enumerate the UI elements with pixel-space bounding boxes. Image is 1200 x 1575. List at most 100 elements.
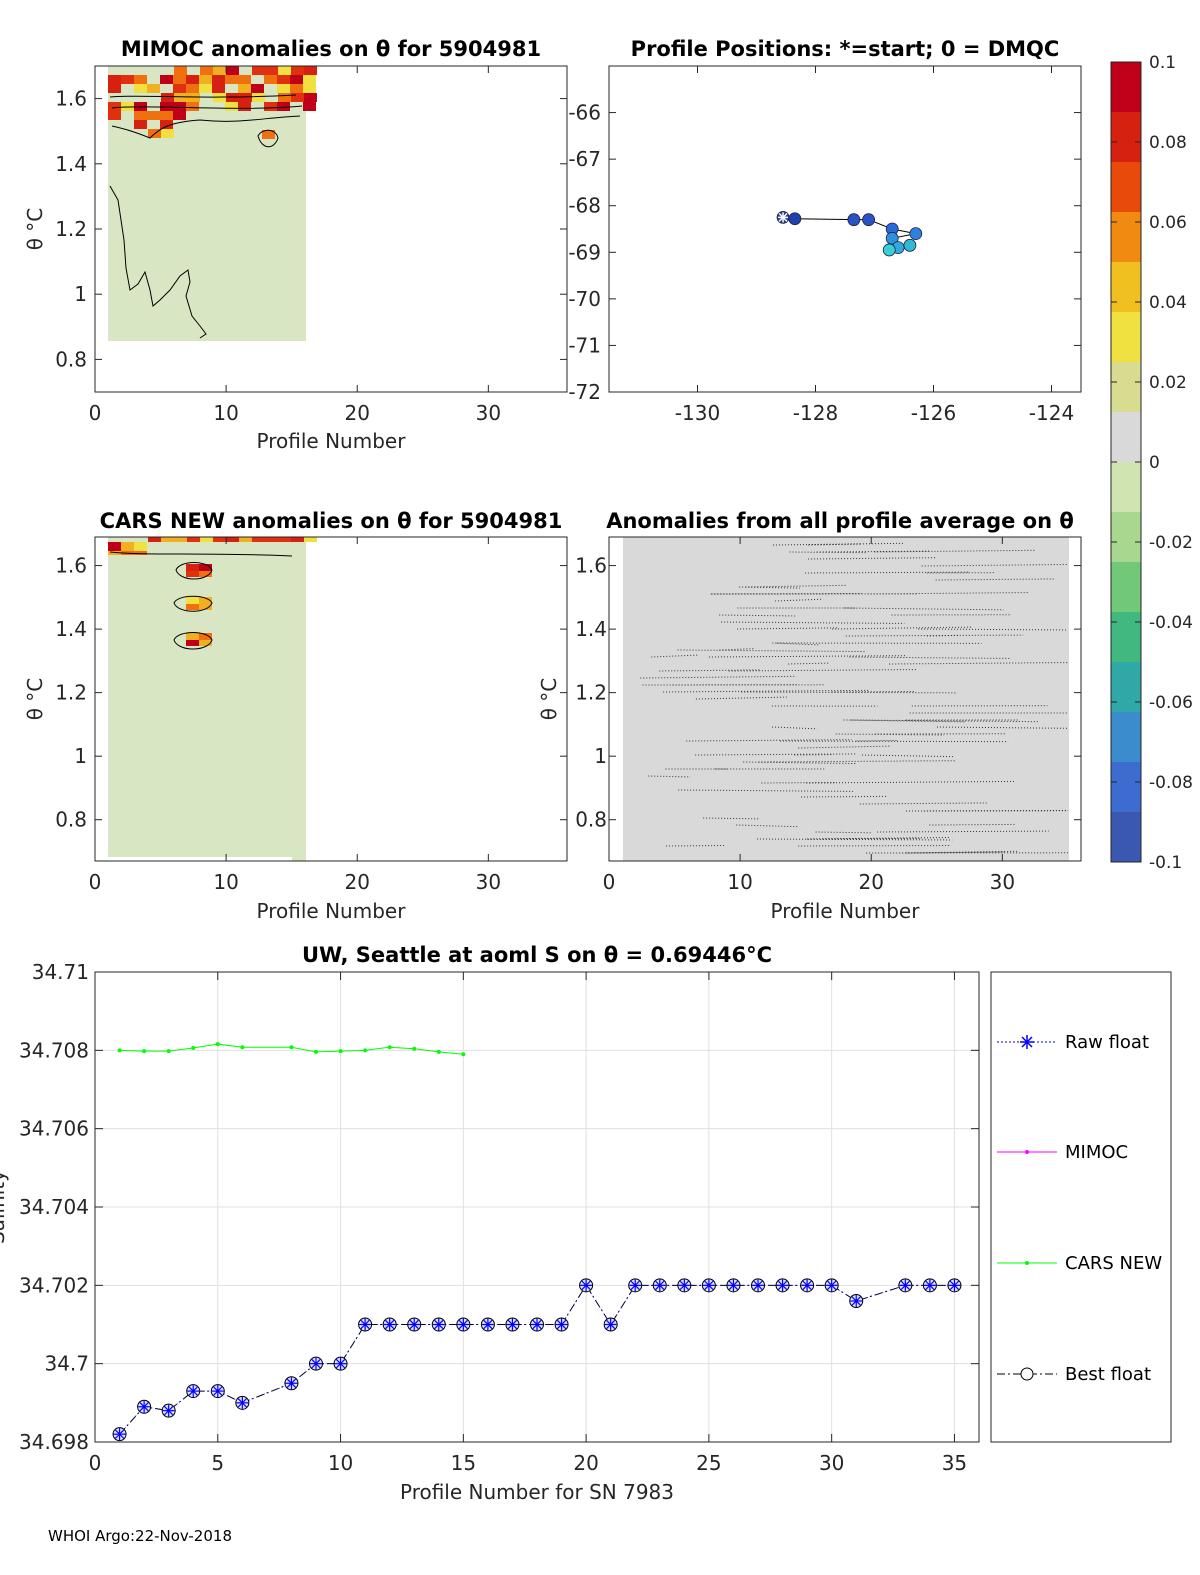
asterisk-stroke <box>827 1280 837 1290</box>
legend-cars-label: CARS NEW <box>1065 1253 1162 1274</box>
colorbar-band <box>1111 112 1141 163</box>
contour-dot-line <box>835 733 944 736</box>
positions-axis-ticks: -130 -128 -126 -124 -66 -67 -68 -69 -70 -71 -72 <box>568 66 1081 425</box>
raw-float-point <box>678 1279 691 1292</box>
anomaly-cell <box>186 597 199 604</box>
salinity-axis-ticks: 0 5 10 15 20 25 30 35 34.698 34.7 34.702 34.704 34.7… <box>19 960 979 1475</box>
colorbar-band <box>1111 262 1141 313</box>
contour-dot-line <box>918 628 1069 631</box>
contour-dot-line <box>845 634 1024 637</box>
anomaly-cell <box>121 102 134 111</box>
contour-dot-line <box>648 775 691 778</box>
asterisk-stroke <box>802 1280 812 1290</box>
legend: Raw float MIMOC CARS NEW Best float <box>990 971 1172 1443</box>
contour-dot-line <box>849 656 1012 659</box>
anomaly-cell <box>121 75 134 84</box>
panel-positions: Profile Positions: *=start; 0 = DMQC -13… <box>568 37 1082 425</box>
raw-float-point <box>580 1279 593 1292</box>
y-tick-label: 0.8 <box>55 347 87 371</box>
contour-dot-line <box>775 598 824 602</box>
anomaly-cell <box>134 111 147 120</box>
anomaly-cell <box>147 84 160 93</box>
anomaly-cell <box>134 542 147 551</box>
colorbar-band <box>1111 212 1141 263</box>
anomaly-cell <box>199 84 212 93</box>
anomaly-cell <box>239 537 252 542</box>
legend-mimoc-label: MIMOC <box>1065 1142 1128 1163</box>
anomaly-cell <box>199 571 212 577</box>
contour-dot-line <box>843 719 966 723</box>
y-tick-label: -66 <box>568 101 601 125</box>
positions-title: Profile Positions: *=start; 0 = DMQC <box>631 37 1060 61</box>
x-tick-label: 30 <box>476 870 501 894</box>
colorbar-band <box>1111 662 1141 713</box>
x-tick-label: 10 <box>213 401 238 425</box>
y-tick-label: 1 <box>594 744 607 768</box>
anomaly-cell <box>277 102 290 111</box>
asterisk-stroke <box>114 1429 125 1439</box>
y-tick-label: 1.4 <box>55 617 87 641</box>
x-tick-label: 30 <box>476 401 501 425</box>
raw-float-point <box>702 1279 715 1292</box>
raw-float-point <box>555 1318 568 1331</box>
anomaly-cell <box>160 120 173 129</box>
anomaly-cell <box>134 120 147 129</box>
asterisk-stroke <box>753 1280 763 1290</box>
anomaly-cell <box>226 93 239 102</box>
anomaly-cell <box>303 75 316 84</box>
contour-dot-line <box>741 691 958 694</box>
x-tick-label: -128 <box>793 401 838 425</box>
panel-allavg: Anomalies from all profile average on θ … <box>537 509 1082 923</box>
anomaly-cell <box>174 66 187 75</box>
anomaly-cell <box>160 102 173 111</box>
profile-position-point <box>909 227 923 241</box>
mimoc-axis-ticks: 0 10 20 30 0.8 1 1.2 1.4 1.6 <box>55 66 567 425</box>
anomaly-cell <box>173 102 186 111</box>
legend-item-raw-float: Raw float <box>997 1032 1149 1053</box>
contour-dot-line <box>936 726 1069 729</box>
anomaly-cell <box>174 93 187 102</box>
asterisk-stroke <box>655 1280 665 1290</box>
cars-axis-ticks: 0 10 20 30 0.8 1 1.2 1.4 1.6 <box>55 537 567 894</box>
y-tick-label: 1.2 <box>55 217 87 241</box>
cars-title: CARS NEW anomalies on θ for 5904981 <box>100 509 563 533</box>
cars-background-tail <box>292 852 306 861</box>
salinity-ylabel: Salinity <box>0 1170 9 1244</box>
anomaly-cell <box>239 93 252 102</box>
x-tick-label: -126 <box>911 401 956 425</box>
anomaly-cell <box>173 84 186 93</box>
allavg-axes-box <box>608 536 1082 862</box>
footer-credit: WHOI Argo:22-Nov-2018 <box>48 1527 232 1545</box>
contour-dot-line <box>721 621 905 624</box>
anomaly-cell <box>121 542 134 551</box>
x-tick-label: 20 <box>858 870 883 894</box>
raw-float-point <box>899 1279 912 1292</box>
legend-raw-label: Raw float <box>1065 1032 1149 1053</box>
anomaly-cell <box>186 102 199 111</box>
anomaly-cell <box>265 66 278 75</box>
asterisk-stroke <box>458 1319 468 1330</box>
contour-dot-line <box>850 719 1039 723</box>
anomaly-cell <box>291 66 304 75</box>
contour-dot-line <box>798 745 892 749</box>
anomaly-cell <box>161 129 174 138</box>
y-tick-label: 1.6 <box>55 554 87 578</box>
anomaly-cell <box>108 75 121 84</box>
asterisk-stroke <box>630 1280 640 1290</box>
dot-icon <box>1025 1150 1029 1154</box>
legend-box <box>990 971 1172 1443</box>
y-tick-label: -69 <box>568 240 601 264</box>
asterisk-stroke <box>507 1319 518 1330</box>
colorbar-band <box>1111 762 1141 813</box>
raw-float-line <box>119 1284 955 1435</box>
anomaly-cell <box>213 93 226 102</box>
colorbar-tick-label: -0.08 <box>1149 773 1193 793</box>
asterisk-icon <box>1020 1035 1034 1049</box>
x-tick-label: 20 <box>344 870 369 894</box>
asterisk-stroke <box>385 1319 395 1330</box>
anomaly-cell <box>161 93 174 102</box>
asterisk-stroke <box>335 1359 346 1369</box>
raw-float-point <box>432 1318 445 1331</box>
panel-mimoc: MIMOC anomalies on θ for 5904981 0 10 20 30… <box>23 37 568 453</box>
